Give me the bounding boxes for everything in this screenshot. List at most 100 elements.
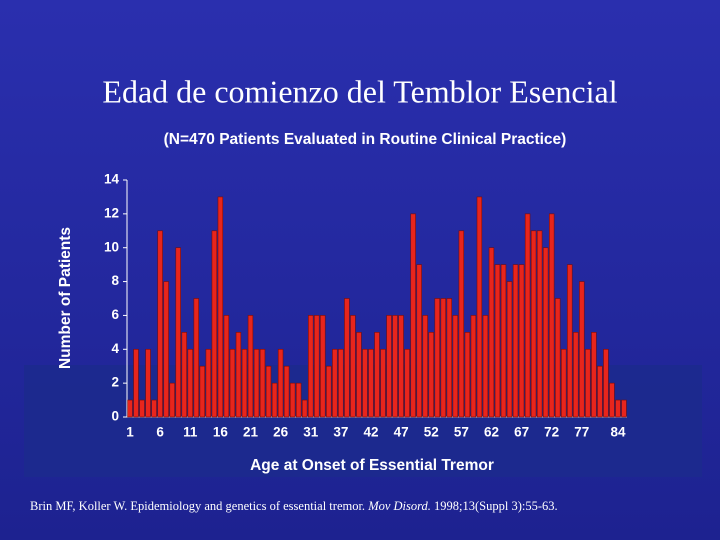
bar: [271, 382, 278, 418]
bar: [332, 348, 338, 418]
x-tick-label: 6: [156, 425, 164, 440]
bar: [362, 348, 368, 418]
bar: [253, 348, 260, 418]
citation-details: 1998;13(Suppl 3):55-63.: [434, 499, 558, 513]
bar: [530, 230, 537, 418]
bar: [548, 213, 555, 418]
bar: [392, 315, 398, 418]
slide-title: Edad de comienzo del Temblor Esencial: [102, 73, 617, 109]
bar: [163, 281, 169, 418]
y-tick-label: 4: [111, 341, 119, 356]
x-tick-label: 57: [454, 425, 469, 440]
bar: [289, 382, 296, 418]
bar: [277, 348, 284, 418]
x-tick-label: 52: [424, 425, 439, 440]
bar: [259, 348, 266, 418]
bar: [470, 315, 477, 418]
bar: [446, 298, 452, 418]
bar: [368, 348, 374, 418]
bar: [302, 399, 308, 418]
citation-journal: Mov Disord.: [368, 499, 431, 513]
bar: [139, 399, 145, 418]
x-tick-label: 37: [333, 425, 348, 440]
bar: [295, 382, 302, 418]
bar: [181, 332, 187, 418]
bar: [175, 247, 181, 418]
bar: [193, 298, 199, 418]
x-axis-label: Age at Onset of Essential Tremor: [250, 457, 494, 474]
bar: [428, 332, 434, 418]
bar: [567, 264, 573, 418]
x-tick-label: 77: [574, 425, 589, 440]
x-tick-label: 11: [183, 425, 198, 440]
bar: [518, 264, 525, 418]
chart-title: (N=470 Patients Evaluated in Routine Cli…: [164, 131, 567, 148]
x-tick-label: 31: [303, 425, 319, 440]
y-tick-label: 8: [111, 273, 119, 288]
bar: [422, 315, 428, 418]
bar: [356, 332, 362, 418]
bar: [229, 348, 236, 418]
bar: [350, 315, 356, 418]
y-tick-label: 10: [104, 239, 119, 254]
bar: [500, 264, 507, 418]
bar: [145, 348, 151, 418]
bar: [603, 348, 609, 418]
bar: [235, 332, 242, 418]
bar: [410, 213, 416, 418]
y-tick-label: 6: [111, 307, 119, 322]
bar: [374, 332, 380, 418]
bar: [344, 298, 350, 418]
bar: [458, 230, 465, 418]
bar: [247, 315, 254, 418]
bar: [205, 348, 212, 418]
y-tick-label: 0: [111, 409, 119, 424]
bar: [157, 230, 163, 418]
bar: [585, 348, 591, 418]
bar: [217, 196, 224, 418]
bar: [211, 230, 218, 418]
bar: [524, 213, 531, 418]
bar: [223, 315, 230, 418]
bar: [536, 230, 543, 418]
x-tick-label: 42: [363, 425, 378, 440]
y-tick-label: 2: [111, 375, 119, 390]
bar: [561, 348, 567, 418]
citation: Brin MF, Koller W. Epidemiology and gene…: [30, 499, 558, 514]
bar: [452, 315, 459, 418]
x-tick-label: 16: [213, 425, 229, 440]
bar: [404, 348, 410, 418]
bar: [476, 196, 483, 418]
bar: [169, 382, 175, 418]
bar: [506, 281, 513, 418]
bar: [434, 298, 440, 418]
bar: [482, 315, 489, 418]
bar: [320, 315, 326, 418]
bar: [591, 332, 597, 418]
bar: [440, 298, 446, 418]
bar: [187, 348, 193, 418]
bar: [308, 315, 314, 418]
bar: [283, 365, 290, 418]
y-axis-label: Number of Patients: [57, 227, 74, 369]
bar: [416, 264, 422, 418]
bar: [133, 348, 139, 418]
bar: [597, 365, 603, 418]
bar: [386, 315, 392, 418]
x-tick-label: 21: [243, 425, 259, 440]
x-tick-label: 84: [610, 425, 626, 440]
bar: [265, 365, 272, 418]
x-tick-label: 72: [544, 425, 559, 440]
bar: [127, 399, 133, 418]
x-tick-label: 47: [394, 425, 409, 440]
y-tick-label: 12: [104, 205, 119, 220]
bar: [314, 315, 320, 418]
bar: [609, 382, 615, 418]
x-tick-label: 26: [273, 425, 289, 440]
bar: [542, 247, 549, 418]
bar: [151, 399, 157, 418]
x-tick-label: 62: [484, 425, 499, 440]
